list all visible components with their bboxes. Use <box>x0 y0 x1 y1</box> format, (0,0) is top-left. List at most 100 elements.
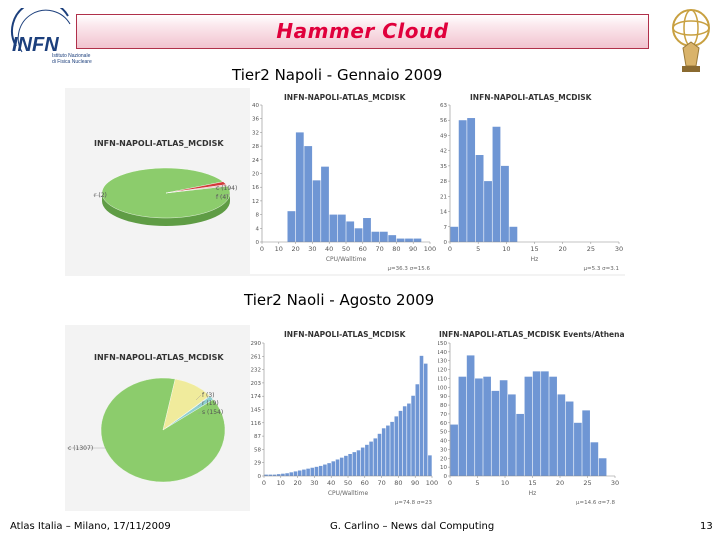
histogram-bar <box>337 214 346 242</box>
histogram-bar <box>466 355 475 476</box>
pie-slice-label: f (3) <box>202 392 215 399</box>
histogram-hz-january: INFN-NAPOLI-ATLAS_MCDISK0714212835424956… <box>438 88 625 274</box>
histogram-bar <box>331 461 336 476</box>
histogram-bar <box>405 238 413 242</box>
pie-label-leader <box>197 402 202 407</box>
footer-event: Atlas Italia – Milano, 17/11/2009 <box>10 521 171 532</box>
y-tick-label: 32 <box>252 130 259 136</box>
slide-title: Hammer Cloud <box>276 19 449 43</box>
histogram-bar <box>557 394 566 476</box>
pie-label-leader <box>92 194 107 198</box>
y-tick-label: 174 <box>251 394 262 400</box>
svg-text:Istituto Nazionale: Istituto Nazionale <box>52 53 91 59</box>
histogram-bar <box>371 231 380 242</box>
histogram-bar <box>492 126 501 242</box>
y-tick-label: 116 <box>251 421 262 427</box>
histogram-bar <box>363 218 371 242</box>
x-tick-label: 70 <box>377 479 385 487</box>
pie-slice <box>101 167 231 219</box>
histogram-bar <box>295 132 304 242</box>
x-tick-label: 30 <box>615 245 623 253</box>
y-tick-label: 4 <box>256 226 260 232</box>
y-tick-label: 10 <box>440 465 447 471</box>
histogram-bar <box>574 422 582 476</box>
histogram-bar <box>379 231 388 242</box>
y-tick-label: 24 <box>252 158 259 164</box>
x-tick-label: 0 <box>260 245 264 253</box>
y-tick-label: 100 <box>438 385 447 391</box>
y-tick-label: 16 <box>252 185 259 191</box>
histogram-bar <box>458 376 467 476</box>
x-tick-label: 30 <box>611 479 619 487</box>
y-tick-label: 203 <box>251 381 262 387</box>
x-tick-label: 15 <box>530 245 538 253</box>
histogram-bar <box>289 472 294 476</box>
x-tick-label: 30 <box>310 479 318 487</box>
x-axis-label: Hz <box>529 490 537 497</box>
histogram-bar <box>398 410 403 476</box>
histogram-bar <box>318 465 323 476</box>
y-tick-label: 21 <box>440 194 447 200</box>
histogram-bar <box>327 463 331 476</box>
histogram-bar <box>381 428 386 476</box>
histogram-bar <box>285 473 289 476</box>
histogram-bar <box>419 355 424 476</box>
histogram-hz-august: INFN-NAPOLI-ATLAS_MCDISK Events/Athena(0… <box>438 325 624 511</box>
y-tick-label: 0 <box>256 240 260 246</box>
x-tick-label: 10 <box>502 245 510 253</box>
histogram-bar <box>483 376 491 476</box>
histogram-bar <box>365 444 369 476</box>
histogram-bar <box>314 466 319 476</box>
stats-label: μ=14.6 σ=7.8 <box>576 500 615 506</box>
y-tick-label: 36 <box>252 117 259 123</box>
y-tick-label: 28 <box>440 179 447 185</box>
x-tick-label: 30 <box>308 245 316 253</box>
atlas-logo <box>668 4 714 74</box>
histogram-bar <box>541 371 549 476</box>
x-tick-label: 100 <box>424 245 436 253</box>
x-axis-label: CPU/Walltime <box>326 256 367 263</box>
histogram-bar <box>321 166 329 242</box>
x-tick-label: 20 <box>559 245 567 253</box>
x-tick-label: 50 <box>342 245 350 253</box>
pie-slice-label: r (2) <box>94 192 107 199</box>
y-tick-label: 40 <box>440 439 447 445</box>
histogram-bar <box>582 410 590 476</box>
histogram-bar <box>499 380 508 476</box>
histogram-bar <box>458 120 467 242</box>
histogram-bar <box>373 438 378 476</box>
x-tick-label: 25 <box>587 245 595 253</box>
y-tick-label: 42 <box>440 149 447 155</box>
y-tick-label: 145 <box>251 408 262 414</box>
y-tick-label: 0 <box>444 240 448 246</box>
histogram-bar <box>377 433 382 476</box>
histogram-bar <box>516 413 524 476</box>
y-tick-label: 40 <box>252 103 259 109</box>
pie-label-leader <box>197 411 202 415</box>
y-tick-label: 7 <box>444 225 448 231</box>
histogram-bar <box>268 474 273 476</box>
y-tick-label: 80 <box>440 403 447 409</box>
x-axis-label: CPU/Walltime <box>328 490 369 497</box>
y-tick-label: 58 <box>254 447 261 453</box>
infn-logo-text: INFN <box>12 34 59 56</box>
histogram-bar <box>348 453 352 476</box>
y-tick-label: 49 <box>440 133 447 139</box>
y-tick-label: 63 <box>440 103 447 109</box>
x-tick-label: 90 <box>411 479 419 487</box>
y-tick-label: 20 <box>440 456 447 462</box>
svg-text:di Fisica Nucleare: di Fisica Nucleare <box>52 59 92 65</box>
x-tick-label: 70 <box>375 245 383 253</box>
histogram-bar <box>329 214 338 242</box>
y-tick-label: 56 <box>440 118 447 124</box>
histogram-bar <box>491 390 500 476</box>
x-tick-label: 100 <box>426 479 438 487</box>
stats-label: μ=5.3 σ=3.1 <box>584 266 619 272</box>
histogram-bar <box>501 165 509 242</box>
histogram-bar <box>356 450 361 476</box>
x-tick-label: 60 <box>361 479 369 487</box>
y-tick-label: 28 <box>252 144 259 150</box>
y-tick-label: 110 <box>438 376 447 382</box>
